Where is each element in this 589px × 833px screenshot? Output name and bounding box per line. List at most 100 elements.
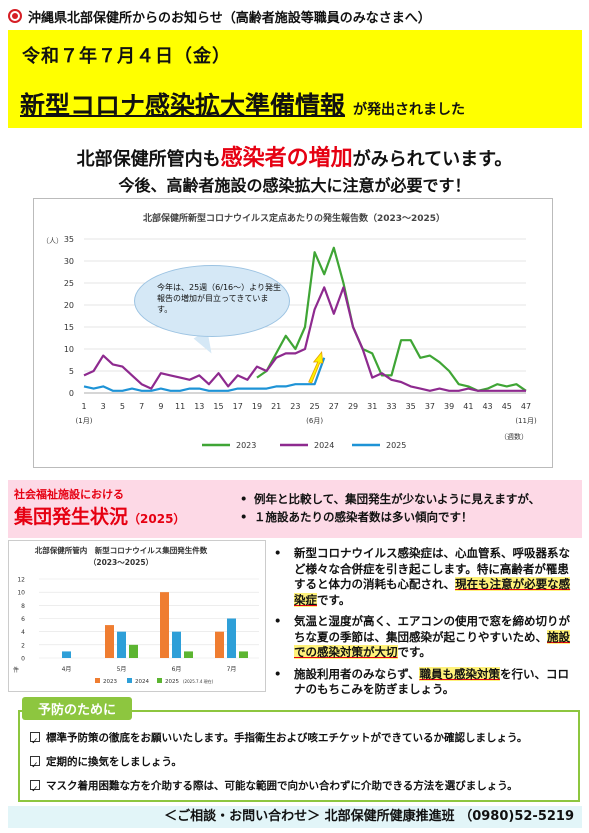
x-tick-label: 9	[158, 402, 163, 411]
line-chart: 北部保健所新型コロナウイルス定点あたりの発生報告数（2023～2025） （人） 0…	[42, 212, 537, 450]
x-tick-label: 5月	[117, 666, 127, 673]
x-tick-label: 21	[271, 402, 281, 411]
prevention-text: 定期的に換気をしましょう。	[46, 756, 182, 768]
line-chart-frame: 北部保健所新型コロナウイルス定点あたりの発生報告数（2023～2025） （人） 0…	[33, 198, 553, 468]
prevention-text: マスク着用困難な方を介助する際は、可能な範囲で向かい合わずに介助できる方法を選び…	[46, 780, 518, 792]
increase-arrow-icon	[308, 350, 324, 384]
bar-2025-7月	[239, 651, 248, 658]
x-tick-label: 37	[425, 402, 435, 411]
x-tick-label: 11	[175, 402, 185, 411]
header: 沖縄県北部保健所からのお知らせ（高齢者施設等職員のみなさまへ）	[8, 6, 431, 26]
y-tick-label: 12	[17, 577, 25, 584]
announcement-date: 令和７年７月４日（金）	[22, 46, 231, 67]
bar-2024-5月	[117, 631, 126, 658]
info-text: 施設利用者のみならず、	[294, 666, 420, 681]
legend-note: (2025.7.4 現在)	[183, 678, 214, 684]
prevention-item: 標準予防策の徹底をお願いいたします。手指衛生および咳エチケットができているか確認…	[30, 726, 528, 754]
x-tick-label: 3	[101, 402, 106, 411]
info-highlight: 職員も感染対策	[419, 666, 500, 681]
x-tick-note: (6月)	[306, 417, 323, 425]
y-axis-label: （人）	[42, 237, 63, 245]
legend-label: 2025	[386, 441, 406, 450]
info-text: です。	[317, 592, 351, 607]
x-tick-label: 39	[444, 402, 454, 411]
y-tick-label: 2	[21, 642, 25, 649]
info-bullets: 新型コロナウイルス感染症は、心血管系、呼吸器系など様々な合併症を引き起こします。…	[272, 546, 577, 704]
x-tick-label: 25	[310, 402, 320, 411]
x-tick-label: 33	[386, 402, 396, 411]
x-tick-label: 29	[348, 402, 358, 411]
checkbox-icon	[30, 754, 40, 778]
prevention-list: 標準予防策の徹底をお願いいたします。手指衛生および咳エチケットができているか確認…	[30, 726, 528, 802]
status-bullet: １施設あたりの感染者数は多い傾向です！	[240, 508, 580, 526]
y-tick-label: 20	[64, 301, 74, 310]
x-tick-label: 7月	[227, 666, 237, 673]
status-year: （2025）	[128, 512, 186, 526]
callout-bubble: 今年は、25週（6/16～）より発生報告の増加が目立ってきています。	[134, 265, 290, 337]
y-tick-label: 8	[21, 603, 25, 610]
checkbox-icon	[30, 730, 40, 754]
legend-label: 2024	[135, 679, 149, 685]
info-bullet-complications: 新型コロナウイルス感染症は、心血管系、呼吸器系など様々な合併症を引き起こします。…	[272, 546, 577, 608]
legend-label: 2023	[236, 441, 256, 450]
outbreak-status-band: 社会福祉施設における 集団発生状況（2025） 例年と比較して、集団発生が少ない…	[8, 480, 582, 538]
status-label: 社会福祉施設における	[14, 488, 124, 501]
y-tick-label: 6	[21, 616, 25, 623]
message-post: がみられています。	[352, 149, 513, 170]
x-tick-label: 43	[482, 402, 492, 411]
status-bullets: 例年と比較して、集団発生が少ないように見えますが、 １施設あたりの感染者数は多い…	[240, 490, 580, 526]
prevention-item: 定期的に換気をしましょう。	[30, 750, 527, 778]
bar-2023-5月	[105, 625, 114, 658]
x-tick-label: 45	[502, 402, 512, 411]
legend-label: 2025	[165, 679, 179, 685]
series-line-2023	[256, 246, 527, 392]
x-tick-label: 7	[139, 402, 144, 411]
legend-label: 2023	[103, 679, 117, 685]
legend-swatch	[157, 678, 162, 683]
x-tick-label: 17	[233, 402, 243, 411]
info-text: です。	[397, 645, 431, 659]
header-title: 沖縄県北部保健所からのお知らせ（高齢者施設等職員のみなさまへ）	[28, 10, 431, 26]
legend-swatch	[127, 678, 132, 683]
announcement-banner: 令和７年７月４日（金） 新型コロナ感染拡大準備情報 が発出されました	[8, 30, 582, 128]
legend-swatch	[95, 678, 100, 683]
status-bullet: 例年と比較して、集団発生が少ないように見えますが、	[240, 490, 580, 508]
bar-2025-5月	[129, 644, 138, 658]
x-tick-label: 27	[329, 402, 339, 411]
prevention-text: 標準予防策の徹底をお願いいたします。手指衛生および咳エチケットができているか確認…	[46, 732, 528, 744]
x-tick-label: 23	[290, 402, 300, 411]
bar-chart: 北部保健所管内 新型コロナウイルス集団発生件数 （2023～2025） 0 2 4 6 8 1…	[13, 545, 259, 685]
bar-2024-6月	[172, 631, 181, 658]
y-tick-label: 25	[64, 279, 74, 288]
x-tick-label: 19	[252, 402, 262, 411]
prevention-item: マスク着用困難な方を介助する際は、可能な範囲で向かい合わずに介助できる方法を選び…	[30, 774, 527, 802]
series-line-2024	[83, 286, 526, 392]
y-tick-label: 10	[64, 345, 74, 354]
info-text: を行い、コロナのもちこみを防ぎましょう。	[294, 666, 569, 697]
x-tick-label: 1	[81, 402, 86, 411]
status-title-text: 集団発生状況	[14, 506, 129, 528]
contact-footer: ＜ご相談・お問い合わせ＞ 北部保健所健康推進班 （0980)52-5219	[8, 806, 582, 828]
message-pre: 北部保健所管内も	[76, 149, 221, 170]
x-axis-label: （週数）	[500, 432, 528, 441]
y-tick-label: 5	[69, 367, 74, 376]
message-line-1: 北部保健所管内も感染者の増加がみられています。	[0, 140, 589, 172]
info-text: 気温と湿度が高く、エアコンの使用で窓を締め切りがちな夏の季節は、集団感染が起こり…	[294, 614, 570, 644]
prevention-tab: 予防のために	[22, 697, 133, 720]
x-tick-label: 5	[120, 402, 125, 411]
x-tick-label: 15	[213, 402, 223, 411]
x-tick-label: 47	[521, 402, 531, 411]
headline: 新型コロナ感染拡大準備情報	[20, 91, 346, 120]
x-tick-label: 41	[463, 402, 473, 411]
bar-chart-title: 北部保健所管内 新型コロナウイルス集団発生件数	[35, 545, 208, 555]
message-line-2: 今後、高齢者施設の感染拡大に注意が必要です！	[118, 176, 471, 195]
series-line-2025	[83, 357, 326, 392]
y-tick-label: 0	[21, 656, 25, 663]
bar-2024-4月	[62, 651, 71, 658]
x-tick-label: 31	[367, 402, 377, 411]
x-tick-label: 35	[406, 402, 416, 411]
x-tick-note: (1月)	[76, 417, 93, 425]
bar-2025-6月	[184, 651, 193, 658]
prefecture-logo-icon	[8, 9, 22, 23]
headline-suffix: が発出されました	[353, 102, 466, 118]
